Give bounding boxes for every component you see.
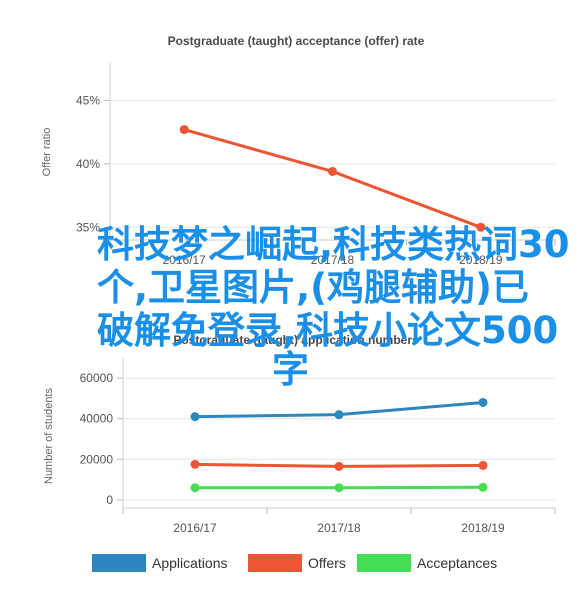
y-tick-label: 45%: [76, 93, 100, 107]
legend-swatch: [357, 554, 411, 572]
y-tick-label: 0: [106, 493, 113, 507]
chart2-ylabel: Number of students: [43, 388, 55, 484]
overlay-line-3: 破解免登录,科技小论文500: [97, 309, 558, 352]
data-point: [478, 397, 488, 407]
offer-rate-chart: Postgraduate (taught) acceptance (offer)…: [41, 34, 556, 267]
x-tick-label: 2018/19: [461, 521, 505, 535]
legend-label: Applications: [152, 555, 228, 571]
overlay-line-2: 个,卫星图片,(鸡腿辅助)已: [97, 266, 529, 309]
application-numbers-chart: Postgraduate (taught) application number…: [43, 333, 556, 572]
overlay-line-4: 字: [272, 348, 309, 391]
data-point: [190, 412, 200, 422]
y-tick-label: 40000: [80, 412, 114, 426]
overlay-headline: 科技梦之崛起,科技类热词30 个,卫星图片,(鸡腿辅助)已 破解免登录,科技小论…: [97, 223, 570, 391]
y-tick-label: 40%: [76, 157, 100, 171]
series-line: [183, 128, 482, 229]
x-tick-label: 2016/17: [173, 521, 217, 535]
data-point: [476, 222, 486, 232]
data-point: [334, 483, 344, 493]
legend-swatch: [248, 554, 302, 572]
data-point: [328, 166, 337, 176]
legend-label: Offers: [308, 555, 346, 571]
legend-swatch: [92, 554, 146, 572]
data-point: [478, 460, 488, 470]
x-tick-label: 2017/18: [317, 521, 361, 535]
x-tick-label: 2018/19: [459, 253, 503, 267]
data-point: [478, 482, 488, 492]
x-tick-label: 2016/17: [162, 253, 206, 267]
y-tick-label: 60000: [80, 371, 114, 385]
y-tick-label: 35%: [76, 220, 100, 234]
data-point: [179, 125, 189, 135]
x-tick-label: 2017/18: [311, 253, 355, 267]
chart1-ylabel: Offer ratio: [41, 128, 53, 177]
y-tick-label: 20000: [80, 452, 114, 466]
legend-label: Acceptances: [417, 555, 497, 571]
chart1-title: Postgraduate (taught) acceptance (offer)…: [168, 34, 425, 48]
data-point: [334, 461, 344, 471]
chart2-title: Postgraduate (taught) application number…: [173, 333, 419, 347]
data-point: [334, 410, 344, 420]
data-point: [190, 483, 200, 493]
overlay-line-1: 科技梦之崛起,科技类热词30: [97, 223, 570, 266]
data-point: [190, 459, 200, 469]
